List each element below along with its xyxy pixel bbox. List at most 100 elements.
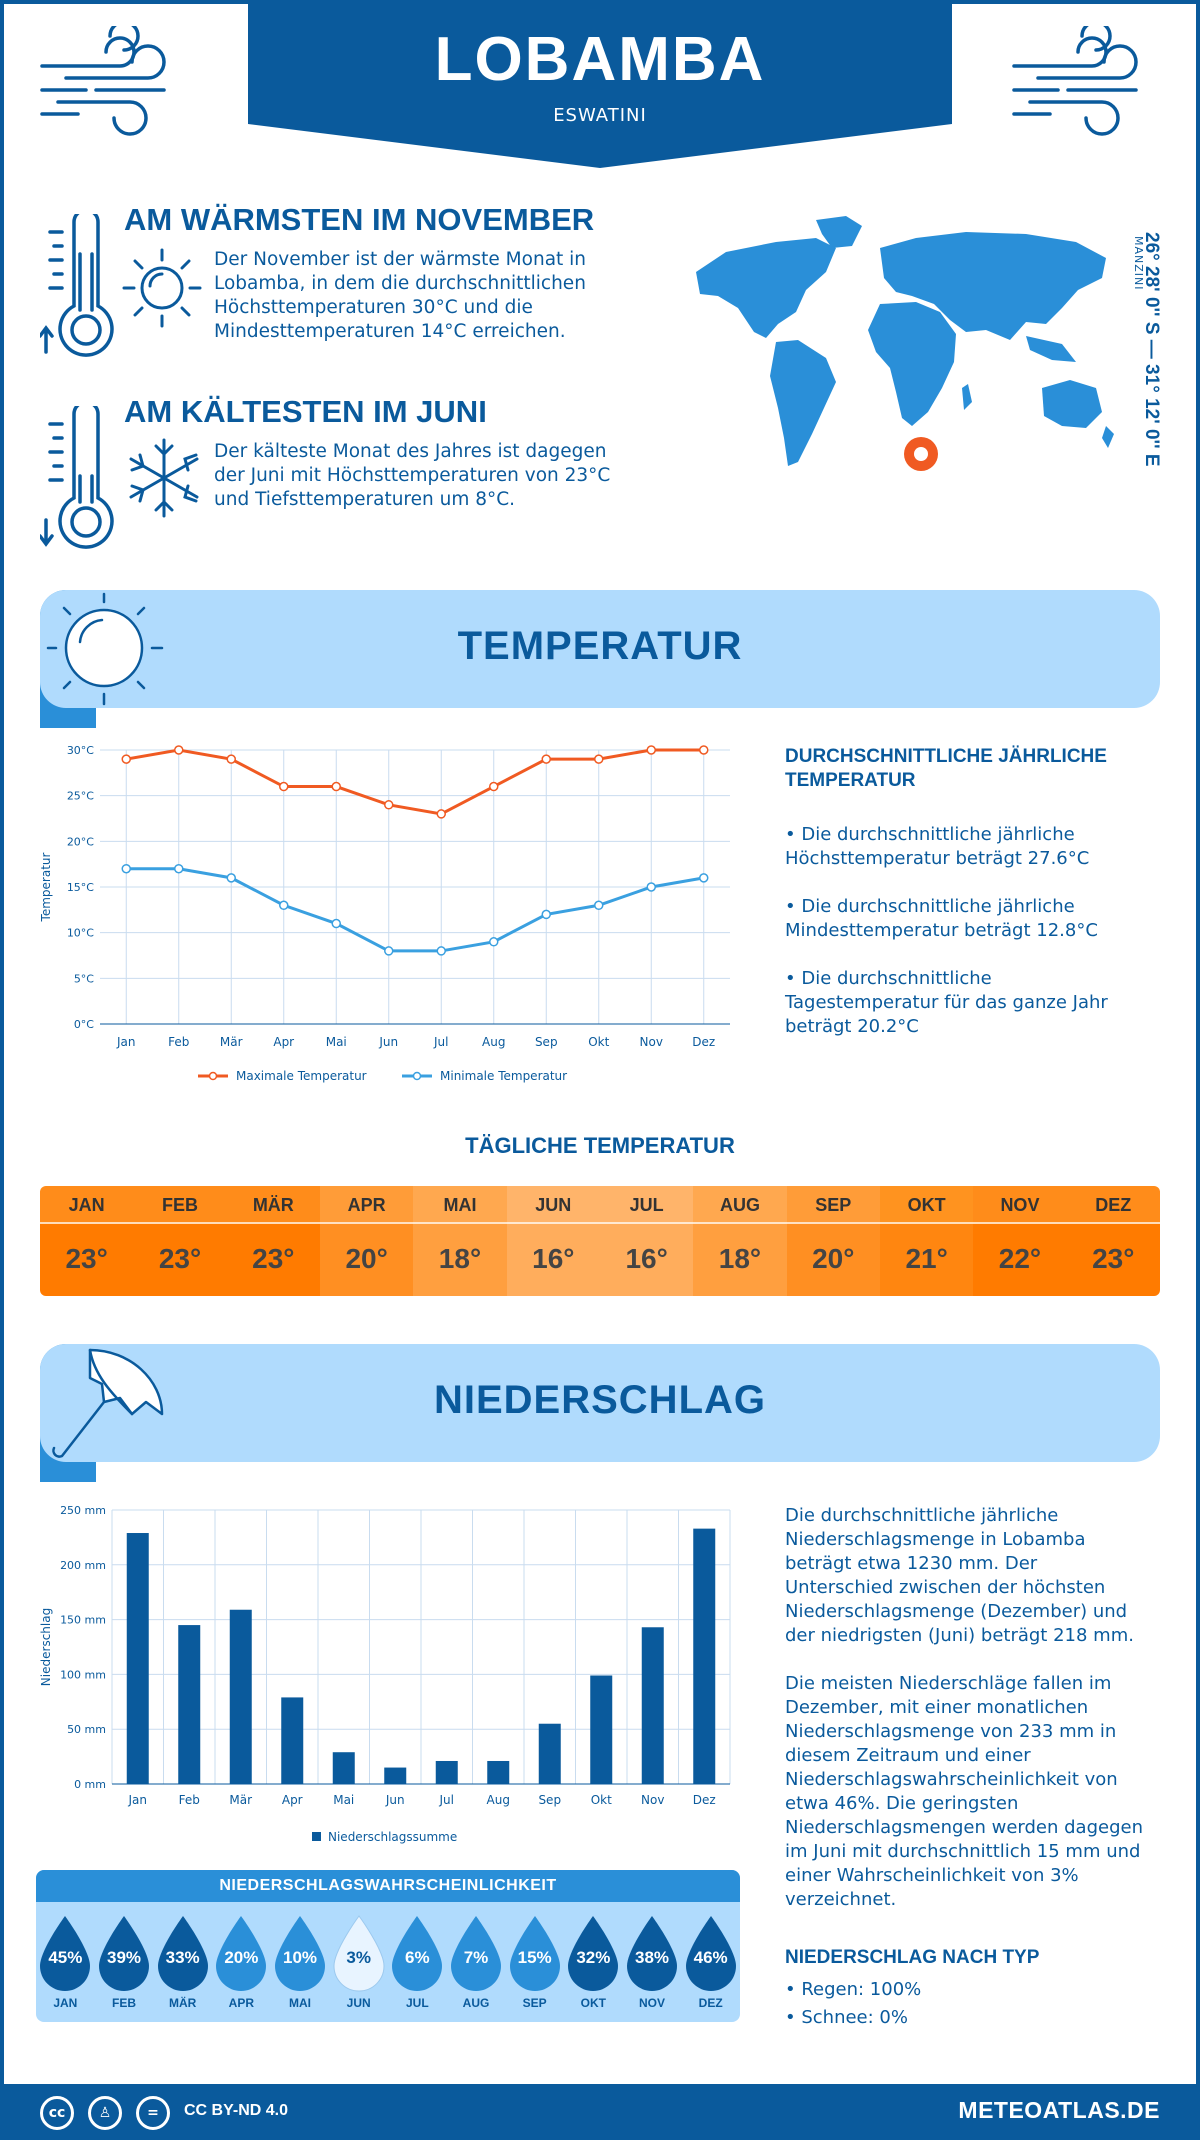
probability-value: 6% [405, 1948, 430, 1967]
bar [487, 1760, 510, 1784]
daily-temperature-month: DEZ [1066, 1186, 1160, 1224]
precipitation-band: NIEDERSCHLAG [40, 1344, 1160, 1462]
y-tick-label: 0 mm [74, 1778, 106, 1791]
data-point [279, 900, 289, 911]
data-point [226, 754, 236, 764]
raindrop-shape [40, 1916, 91, 1991]
wind-icon [1012, 26, 1138, 136]
bar [126, 1533, 149, 1784]
daily-temperature-cell: AUG 18° [693, 1186, 787, 1296]
y-tick-label: 50 mm [67, 1723, 106, 1736]
probability-value: 10% [282, 1948, 318, 1967]
coldest-title: AM KÄLTESTEN IM JUNI [124, 394, 487, 429]
daily-temperature-cell: MAI 18° [413, 1186, 507, 1296]
raindrop-shape [216, 1916, 267, 1991]
raindrop-icon [333, 1915, 385, 1992]
brand-link[interactable]: METEOATLAS.DE [958, 2097, 1160, 2123]
probability-value: 15% [517, 1948, 552, 1967]
precipitation-type-rain: • Regen: 100% [785, 1979, 922, 2000]
probability-month: OKT [580, 1996, 606, 2010]
probability-month: DEZ [698, 1996, 723, 2010]
temperature-summary: DURCHSCHNITTLICHE JÄHRLICHE TEMPERATUR •… [785, 745, 1145, 1039]
precipitation-title: NIEDERSCHLAG [433, 1378, 767, 1422]
north-america [696, 238, 836, 338]
warmest-title: AM WÄRMSTEN IM NOVEMBER [124, 202, 595, 237]
snowflake-icon [129, 438, 199, 518]
bar [281, 1697, 304, 1784]
data-point [541, 909, 551, 920]
probability-value: 32% [576, 1948, 611, 1967]
bar [590, 1675, 613, 1784]
probability-drop: 10% MAI [273, 1914, 327, 2010]
x-tick-label: Dez [693, 1793, 716, 1807]
probability-month: FEB [112, 1996, 136, 2010]
data-point [121, 754, 131, 764]
probability-month: JUN [346, 1996, 371, 2010]
coldest-text: Der kälteste Monat des Jahres ist dagege… [214, 441, 611, 510]
y-tick-label: 10°C [67, 927, 94, 940]
daily-temperature-month: FEB [133, 1186, 227, 1224]
temperature-band: TEMPERATUR [40, 590, 1160, 708]
x-tick-label: Mai [326, 1035, 347, 1049]
raindrop-icon [451, 1916, 501, 1991]
y-tick-label: 150 mm [60, 1614, 106, 1627]
probability-value: 45% [48, 1948, 83, 1967]
x-tick-label: Aug [487, 1793, 510, 1807]
probability-drop: 33% MÄR [156, 1914, 210, 2010]
precipitation-summary: Die durchschnittliche jährliche Niedersc… [785, 1504, 1145, 2030]
raindrop-shape [568, 1916, 619, 1991]
daily-temperature-value: 23° [40, 1224, 134, 1296]
raindrop-shape [509, 1916, 560, 1991]
x-tick-label: Jun [378, 1035, 398, 1049]
data-point [174, 863, 184, 874]
daily-temperature-cell: OKT 21° [879, 1186, 974, 1296]
y-axis-label: Niederschlag [39, 1608, 53, 1686]
probability-drop: 7% AUG [449, 1914, 503, 2010]
raindrop-shape [333, 1915, 385, 1992]
daily-temperature-month: AUG [693, 1186, 787, 1224]
bar [435, 1760, 458, 1784]
temperature-chart: 0°C 5°C 10°C 15°C 20°C 25°C 30°C Jan Feb Mär Apr Ma… [39, 744, 730, 1083]
probability-drop: 6% JUL [390, 1914, 444, 2010]
probability-value: 3% [346, 1948, 371, 1967]
daily-temperature-cell: JUL 16° [599, 1186, 694, 1296]
x-tick-label: Okt [588, 1035, 609, 1049]
x-tick-label: Apr [282, 1793, 303, 1807]
daily-temperature-cell: MÄR 23° [226, 1186, 320, 1296]
series-line-max [125, 748, 704, 816]
raindrop-shape [685, 1916, 736, 1991]
precipitation-type-title: NIEDERSCHLAG NACH TYP [785, 1947, 1040, 1968]
footer: cc ♙ = CC BY-ND 4.0 METEOATLAS.DE [0, 2084, 1200, 2140]
africa [868, 302, 956, 426]
daily-temperature-title: TÄGLICHE TEMPERATUR [465, 1133, 735, 1158]
daily-temperature-month: MÄR [226, 1186, 320, 1224]
legend-swatch-point [412, 1071, 422, 1081]
sun-icon [122, 248, 202, 328]
data-point [646, 882, 656, 892]
probability-month: MÄR [168, 1996, 197, 2010]
raindrop-icon [216, 1916, 267, 1991]
series-line-min [126, 867, 705, 953]
probability-value: 20% [224, 1948, 259, 1967]
x-tick-label: Aug [482, 1035, 505, 1049]
daily-temperature-value: 16° [506, 1224, 600, 1296]
probability-drop: 38% NOV [625, 1914, 679, 2010]
y-tick-label: 0°C [74, 1018, 94, 1031]
coldest-fact: AM KÄLTESTEN IM JUNI Der kälteste Monat … [40, 394, 660, 554]
y-tick-label: 30°C [67, 744, 94, 757]
data-point [279, 781, 289, 792]
data-point [174, 745, 184, 755]
probability-title: NIEDERSCHLAGSWAHRSCHEINLICHKEIT [36, 1870, 740, 1902]
data-point [699, 873, 709, 883]
new-zealand [1102, 426, 1114, 448]
daily-temperature-value: 23° [133, 1224, 227, 1296]
probability-drop: 32% OKT [566, 1914, 620, 2010]
raindrop-icon [685, 1916, 736, 1991]
data-point [384, 946, 394, 956]
legend-label: Minimale Temperatur [440, 1069, 567, 1083]
probability-value: 46% [693, 1948, 728, 1967]
data-point [331, 918, 341, 929]
data-point [541, 754, 551, 764]
raindrop-icon [627, 1916, 677, 1991]
data-point [436, 946, 446, 956]
